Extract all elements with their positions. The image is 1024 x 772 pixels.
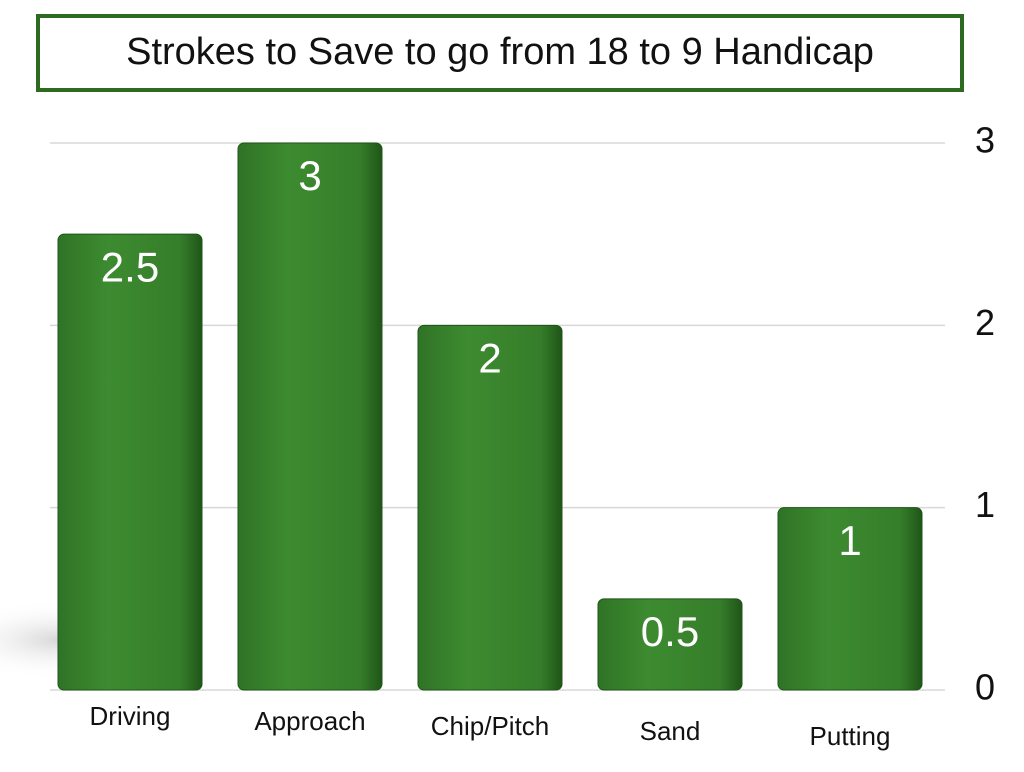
x-tick-label: Chip/Pitch <box>431 711 550 741</box>
x-tick-label: Sand <box>640 716 701 746</box>
y-tick-label: 1 <box>975 484 995 525</box>
x-tick-label: Putting <box>810 721 891 751</box>
x-tick-label: Driving <box>90 701 171 731</box>
y-tick-label: 0 <box>975 667 995 708</box>
bar <box>417 324 563 691</box>
chart-title: Strokes to Save to go from 18 to 9 Handi… <box>126 31 874 73</box>
value-label: 0.5 <box>641 608 699 655</box>
value-label: 3 <box>298 152 321 199</box>
title-box <box>36 14 964 92</box>
value-label: 1 <box>838 517 861 564</box>
x-tick-label: Approach <box>254 706 365 736</box>
value-label: 2.5 <box>101 243 159 290</box>
y-tick-label: 3 <box>975 120 995 161</box>
value-label: 2 <box>478 334 501 381</box>
bar <box>777 507 923 691</box>
bar <box>237 142 383 691</box>
y-tick-label: 2 <box>975 302 995 343</box>
bar <box>57 233 203 691</box>
bar <box>597 598 743 691</box>
